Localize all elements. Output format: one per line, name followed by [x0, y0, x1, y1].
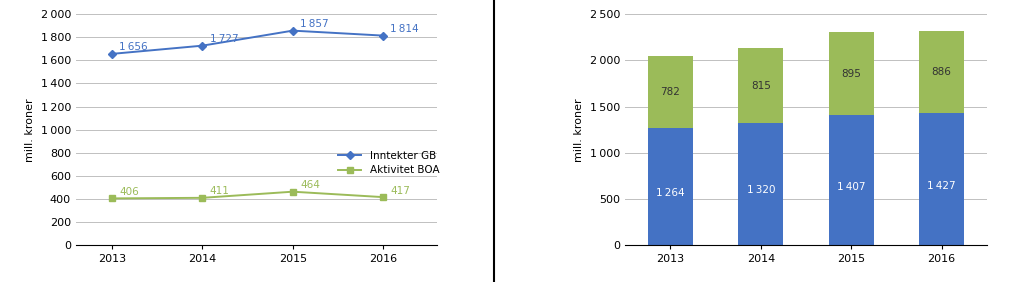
- Bar: [828, 115, 872, 245]
- Inntekter GB: [106, 52, 118, 56]
- Bar: [918, 113, 963, 245]
- Text: 1 407: 1 407: [836, 182, 864, 192]
- Inntekter GB: [377, 34, 389, 37]
- Inntekter GB: [196, 44, 208, 47]
- Bar: [828, 32, 872, 115]
- Bar: [737, 48, 783, 123]
- Y-axis label: mill. kroner: mill. kroner: [574, 98, 584, 162]
- Bar: [918, 31, 963, 113]
- Text: 1 727: 1 727: [209, 34, 238, 44]
- Text: 1 320: 1 320: [746, 185, 774, 195]
- Aktivitet BOA: [286, 190, 298, 193]
- Text: 815: 815: [750, 81, 770, 91]
- Text: 1 264: 1 264: [655, 188, 684, 198]
- Line: Aktivitet BOA: Aktivitet BOA: [109, 189, 386, 202]
- Text: 411: 411: [209, 186, 229, 197]
- Text: 464: 464: [299, 180, 319, 190]
- Text: 1 427: 1 427: [926, 181, 954, 191]
- Y-axis label: mill. kroner: mill. kroner: [25, 98, 35, 162]
- Text: 1 857: 1 857: [299, 19, 329, 29]
- Bar: [647, 128, 693, 245]
- Aktivitet BOA: [196, 196, 208, 199]
- Text: 886: 886: [931, 67, 950, 77]
- Text: 417: 417: [390, 186, 409, 196]
- Legend: Inntekter GB, Aktivitet BOA: Inntekter GB, Aktivitet BOA: [338, 151, 439, 175]
- Aktivitet BOA: [106, 197, 118, 200]
- Text: 895: 895: [840, 69, 860, 79]
- Text: 1 656: 1 656: [119, 42, 148, 52]
- Text: 406: 406: [119, 187, 139, 197]
- Text: 1 814: 1 814: [390, 24, 419, 34]
- Text: 782: 782: [660, 87, 679, 97]
- Line: Inntekter GB: Inntekter GB: [109, 28, 386, 57]
- Aktivitet BOA: [377, 195, 389, 199]
- Inntekter GB: [286, 29, 298, 32]
- Bar: [647, 56, 693, 128]
- Bar: [737, 123, 783, 245]
